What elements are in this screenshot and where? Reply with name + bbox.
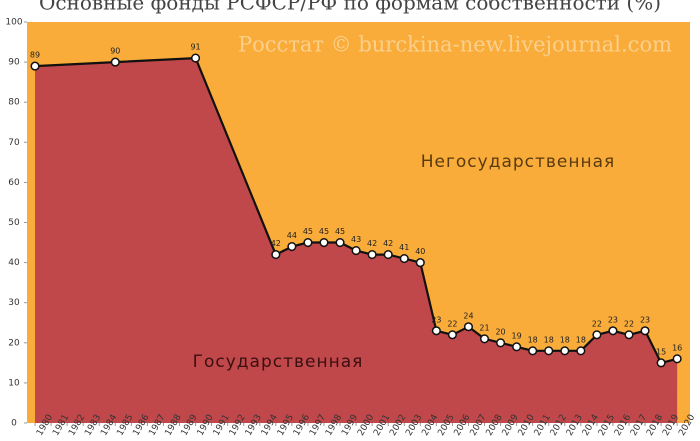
value-label: 18	[544, 335, 554, 344]
y-tick-label: 70	[8, 138, 20, 148]
chart-title: Основные фонды РСФСР/РФ по формам собств…	[39, 0, 661, 15]
y-tick-label: 60	[8, 178, 20, 188]
point	[191, 53, 201, 63]
point	[271, 250, 281, 260]
y-tick-label: 10	[8, 378, 20, 388]
watermark: Росстат © burckina-new.livejournal.com	[238, 33, 672, 57]
point	[512, 342, 522, 352]
y-tick-label: 100	[5, 18, 22, 28]
upper-region-label: Негосударственная	[421, 152, 616, 172]
value-label: 15	[656, 347, 666, 356]
value-label: 18	[528, 335, 538, 344]
point	[351, 246, 361, 256]
value-label: 16	[672, 343, 682, 352]
point	[447, 330, 457, 340]
value-label: 18	[560, 335, 570, 344]
y-tick-label: 40	[8, 258, 20, 268]
value-label: 23	[608, 315, 618, 324]
value-label: 40	[415, 247, 425, 256]
point	[431, 326, 441, 336]
point	[415, 258, 425, 268]
value-label: 90	[110, 47, 120, 56]
value-label: 45	[303, 227, 313, 236]
point	[463, 322, 474, 332]
value-label: 21	[479, 323, 489, 332]
y-tick-label: 80	[8, 98, 20, 108]
series-label: Государственная	[193, 352, 364, 372]
value-label: 45	[335, 227, 345, 236]
point	[672, 354, 682, 364]
value-label: 18	[576, 335, 586, 344]
point	[640, 326, 650, 336]
value-label: 43	[351, 235, 361, 244]
value-label: 19	[512, 331, 522, 340]
point	[576, 346, 586, 356]
point	[560, 346, 570, 356]
y-tick-label: 30	[8, 298, 20, 308]
point	[608, 326, 618, 336]
value-label: 91	[190, 43, 200, 52]
y-tick-label: 90	[8, 58, 20, 68]
point	[479, 334, 490, 344]
value-label: 42	[367, 239, 377, 248]
point	[319, 238, 329, 248]
y-tick-label: 20	[8, 338, 20, 348]
value-label: 45	[319, 227, 329, 236]
value-label: 24	[463, 311, 473, 320]
value-label: 42	[271, 239, 281, 248]
point	[544, 346, 554, 356]
point	[335, 238, 345, 248]
value-label: 42	[383, 239, 393, 248]
point	[624, 330, 634, 340]
point	[110, 57, 120, 67]
value-label: 22	[592, 319, 602, 328]
value-label: 22	[624, 319, 634, 328]
value-label: 89	[30, 51, 40, 60]
point	[367, 250, 377, 260]
point	[656, 358, 666, 368]
value-label: 22	[447, 319, 457, 328]
point	[399, 254, 409, 264]
point	[496, 338, 506, 348]
value-label: 20	[495, 327, 505, 336]
point	[528, 346, 538, 356]
value-label: 23	[640, 315, 650, 324]
area	[35, 58, 678, 423]
value-label: 44	[287, 231, 297, 240]
point	[30, 61, 40, 71]
y-tick-label: 50	[8, 218, 20, 228]
point	[383, 250, 393, 260]
value-label: 41	[399, 243, 409, 252]
y-tick-label: 0	[11, 419, 17, 429]
value-label: 23	[431, 315, 441, 324]
point	[303, 238, 313, 248]
point	[592, 330, 602, 340]
point	[287, 242, 297, 252]
